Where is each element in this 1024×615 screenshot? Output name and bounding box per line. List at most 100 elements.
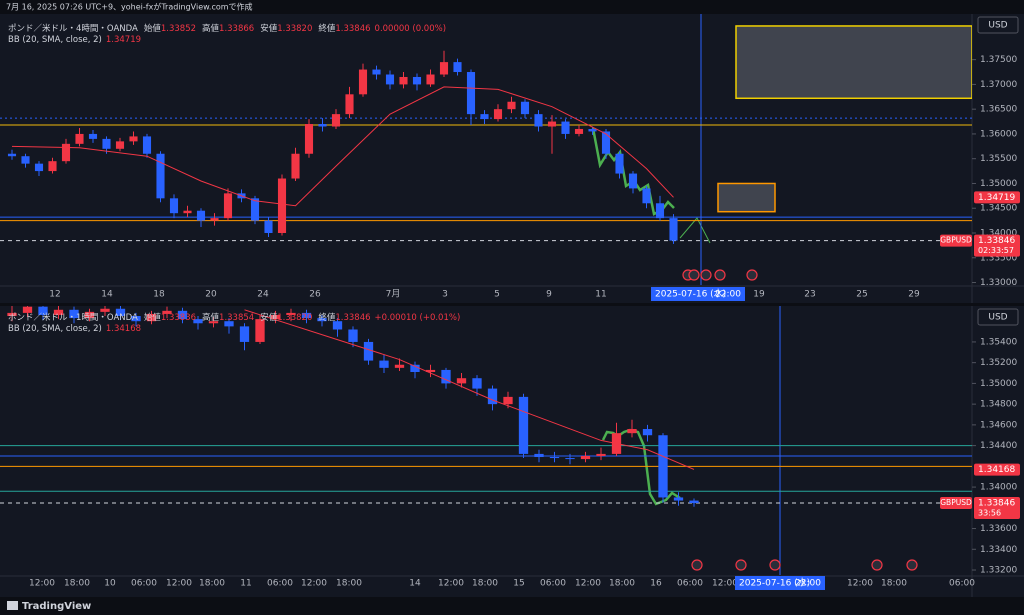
ohlc-label: 終値 bbox=[318, 23, 336, 34]
candle-body bbox=[628, 173, 638, 189]
x-tick-label: 3 bbox=[442, 290, 448, 300]
x-tick-label: 06:00 bbox=[677, 579, 703, 589]
plot-area bbox=[0, 306, 972, 575]
candle-body bbox=[561, 121, 570, 134]
x-tick-label: 16 bbox=[650, 579, 662, 589]
candle-body bbox=[61, 143, 71, 162]
candle-body bbox=[379, 360, 389, 368]
y-tick-label: 1.35200 bbox=[980, 358, 1017, 368]
currency-button[interactable] bbox=[977, 308, 1019, 326]
symbol-tag bbox=[940, 234, 972, 247]
candle-body bbox=[100, 308, 110, 312]
time-label-bg bbox=[735, 576, 825, 590]
x-tick-label: 7月 bbox=[386, 289, 401, 300]
currency-label: USD bbox=[988, 21, 1007, 31]
ohlc-value: 1.33836 bbox=[161, 313, 196, 323]
indicator-line: BB (20, SMA, close, 2) 1.34168 bbox=[8, 324, 141, 334]
ohlc-value: 1.33866 bbox=[219, 24, 254, 34]
candle-body bbox=[177, 310, 188, 320]
candle-body bbox=[304, 124, 314, 154]
drawing-projection bbox=[679, 217, 711, 244]
candle-body bbox=[588, 128, 597, 132]
price-tag bbox=[974, 463, 1020, 476]
x-tick-label: 20 bbox=[205, 290, 217, 300]
candle-body bbox=[131, 316, 141, 322]
candle-body bbox=[7, 312, 17, 317]
candle-body bbox=[84, 311, 95, 319]
y-tick-label: 1.34000 bbox=[980, 228, 1017, 238]
x-tick-label: 06:00 bbox=[949, 579, 975, 589]
price-tag bbox=[974, 191, 1020, 204]
candle-body bbox=[142, 136, 152, 154]
indicator-name: BB (20, SMA, close, 2) bbox=[8, 324, 102, 334]
event-icon bbox=[688, 269, 700, 281]
y-tick-label: 1.34000 bbox=[980, 483, 1017, 493]
zone-box bbox=[717, 182, 776, 213]
x-tick-label: 12 bbox=[49, 290, 60, 300]
event-icon bbox=[691, 559, 703, 571]
candle-body bbox=[658, 435, 668, 498]
last-price-tag bbox=[974, 497, 1020, 520]
x-tick-label: 11 bbox=[595, 290, 606, 300]
x-tick-label: 29 bbox=[908, 290, 920, 300]
candle-body bbox=[518, 396, 529, 454]
candle-body bbox=[615, 153, 624, 174]
x-tick-label: 12:00 bbox=[166, 579, 192, 589]
symbol-title: ポンド／米ドル・1時間・OANDA bbox=[8, 312, 138, 323]
candle-body bbox=[223, 193, 233, 219]
x-tick-label: 18:00 bbox=[472, 579, 498, 589]
countdown-label: 33:56 bbox=[978, 509, 1001, 518]
event-icon bbox=[906, 559, 918, 571]
y-tick-label: 1.35000 bbox=[980, 379, 1017, 389]
candle-body bbox=[239, 326, 250, 342]
candle-body bbox=[102, 138, 111, 149]
candle-body bbox=[332, 321, 343, 330]
candle-body bbox=[425, 369, 436, 372]
plot-area bbox=[0, 14, 972, 285]
last-price-label: 1.33846 bbox=[978, 499, 1015, 509]
time-label-time: 22:00 bbox=[795, 579, 821, 589]
candle-body bbox=[565, 458, 575, 460]
event-icon bbox=[871, 559, 883, 571]
change-value: +0.00010 (+0.01%) bbox=[375, 313, 461, 323]
x-tick-label: 06:00 bbox=[267, 579, 293, 589]
x-tick-label: 18:00 bbox=[64, 579, 90, 589]
candle-body bbox=[472, 378, 482, 389]
candle-body bbox=[596, 453, 606, 456]
x-tick-label: 19 bbox=[753, 290, 765, 300]
symbol-tag bbox=[940, 497, 972, 510]
candle-body bbox=[547, 121, 557, 127]
ohlc-value: 1.33820 bbox=[277, 24, 312, 34]
candle-body bbox=[7, 153, 17, 157]
symbol-tag-label: GBPUSD bbox=[940, 498, 972, 507]
ohlc-value: 1.33846 bbox=[335, 24, 370, 34]
candle-body bbox=[162, 310, 172, 314]
y-tick-label: 1.33000 bbox=[980, 278, 1017, 288]
price-tag-label: 1.34168 bbox=[978, 465, 1015, 475]
x-tick-label: 14 bbox=[101, 290, 113, 300]
x-tick-label: 11 bbox=[240, 579, 251, 589]
symbol-title: ポンド／米ドル・4時間・OANDA bbox=[8, 23, 138, 34]
y-tick-label: 1.35400 bbox=[980, 337, 1017, 347]
candle-body bbox=[439, 62, 449, 75]
candle-body bbox=[466, 72, 476, 115]
event-icon bbox=[735, 559, 747, 571]
candle-body bbox=[372, 69, 381, 75]
candle-body bbox=[208, 321, 219, 324]
candle-body bbox=[348, 329, 358, 342]
candle-body bbox=[453, 62, 462, 73]
legend-line: ポンド／米ドル・4時間・OANDA 始値1.33852 高値1.33866 安値1.3… bbox=[8, 23, 446, 34]
candle-body bbox=[196, 210, 206, 221]
candle-body bbox=[507, 101, 516, 110]
y-tick-label: 1.34600 bbox=[980, 420, 1017, 430]
y-tick-label: 1.37500 bbox=[980, 55, 1017, 65]
candle-body bbox=[48, 161, 57, 172]
y-tick-label: 1.34800 bbox=[980, 400, 1017, 410]
candle-body bbox=[655, 203, 665, 219]
candle-body bbox=[277, 178, 287, 233]
currency-button[interactable] bbox=[977, 16, 1019, 34]
candle-body bbox=[69, 309, 79, 319]
candle-body bbox=[75, 133, 84, 144]
